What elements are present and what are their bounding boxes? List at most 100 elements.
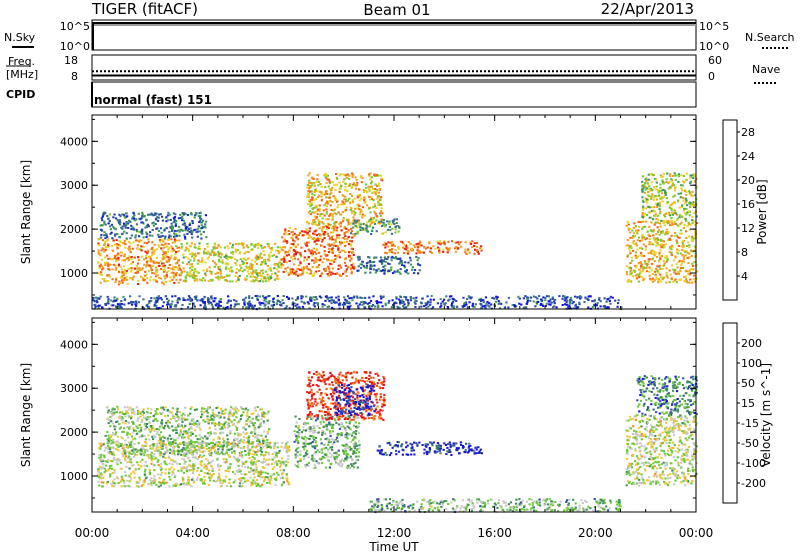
scatter-point [256, 479, 258, 481]
scatter-point [379, 260, 381, 262]
scatter-point [197, 228, 199, 230]
scatter-point [324, 215, 326, 217]
scatter-point [651, 269, 653, 271]
scatter-point [647, 231, 649, 233]
scatter-point [642, 221, 644, 223]
scatter-point [687, 225, 689, 227]
scatter-point [259, 280, 261, 282]
scatter-point [368, 196, 370, 198]
scatter-point [98, 267, 100, 269]
scatter-point [285, 465, 287, 467]
scatter-point [466, 253, 468, 255]
scatter-point [351, 187, 353, 189]
scatter-point [255, 295, 257, 297]
scatter-point [645, 207, 647, 209]
scatter-point [666, 178, 668, 180]
scatter-point [344, 196, 346, 198]
scatter-point [398, 271, 400, 273]
scatter-point [277, 474, 279, 476]
scatter-point [315, 253, 317, 255]
scatter-point [309, 269, 311, 271]
scatter-point [118, 214, 120, 216]
scatter-point [378, 268, 380, 270]
scatter-point [311, 184, 313, 186]
scatter-point [462, 297, 464, 299]
scatter-point [374, 188, 376, 190]
scatter-point [104, 264, 106, 266]
scatter-point [255, 470, 257, 472]
scatter-point [160, 227, 162, 229]
scatter-point [656, 186, 658, 188]
scatter-point [410, 299, 412, 301]
scatter-point [381, 207, 383, 209]
scatter-point [685, 270, 687, 272]
scatter-point [188, 450, 190, 452]
scatter-point [630, 269, 632, 271]
scatter-point [679, 270, 681, 272]
scatter-point [688, 236, 690, 238]
scatter-point [400, 268, 402, 270]
scatter-point [334, 226, 336, 228]
scatter-point [169, 463, 171, 465]
scatter-point [660, 220, 662, 222]
scatter-point [271, 273, 273, 275]
scatter-point [655, 276, 657, 278]
scatter-point [185, 227, 187, 229]
scatter-point [346, 238, 348, 240]
scatter-point [673, 184, 675, 186]
scatter-point [180, 483, 182, 485]
scatter-point [107, 262, 109, 264]
scatter-point [193, 272, 195, 274]
scatter-point [136, 230, 138, 232]
scatter-point [331, 244, 333, 246]
scatter-point [175, 223, 177, 225]
scatter-point [202, 450, 204, 452]
scatter-point [366, 262, 368, 264]
scatter-point [170, 246, 172, 248]
scatter-point [675, 257, 677, 259]
scatter-point [369, 272, 371, 274]
scatter-point [342, 237, 344, 239]
scatter-point [688, 282, 690, 284]
scatter-point [217, 478, 219, 480]
scatter-point [637, 239, 639, 241]
scatter-point [207, 246, 209, 248]
scatter-point [276, 463, 278, 465]
scatter-point [430, 247, 432, 249]
scatter-point [374, 306, 376, 308]
scatter-point [228, 482, 230, 484]
scatter-point [330, 274, 332, 276]
scatter-point [436, 241, 438, 243]
scatter-point [691, 216, 693, 218]
scatter-point [121, 476, 123, 478]
scatter-point [679, 233, 681, 235]
scatter-point [458, 243, 460, 245]
scatter-region [281, 225, 356, 277]
scatter-point [328, 185, 330, 187]
scatter-point [203, 231, 205, 233]
scatter-point [100, 443, 102, 445]
scatter-point [204, 479, 206, 481]
scatter-point [689, 177, 691, 179]
scatter-point [474, 253, 476, 255]
scatter-point [163, 230, 165, 232]
scatter-point [638, 237, 640, 239]
scatter-point [686, 280, 688, 282]
scatter-point [388, 263, 390, 265]
scatter-point [121, 268, 123, 270]
scatter-point [632, 237, 634, 239]
scatter-point [160, 297, 162, 299]
scatter-point [569, 303, 571, 305]
scatter-point [670, 217, 672, 219]
scatter-point [102, 239, 104, 241]
scatter-point [195, 247, 197, 249]
scatter-point [685, 179, 687, 181]
scatter-point [677, 224, 679, 226]
scatter-point [101, 306, 103, 308]
scatter-point [688, 190, 690, 192]
scatter-point [627, 221, 629, 223]
scatter-point [143, 279, 145, 281]
scatter-point [164, 252, 166, 254]
scatter-point [432, 245, 434, 247]
scatter-point [380, 196, 382, 198]
